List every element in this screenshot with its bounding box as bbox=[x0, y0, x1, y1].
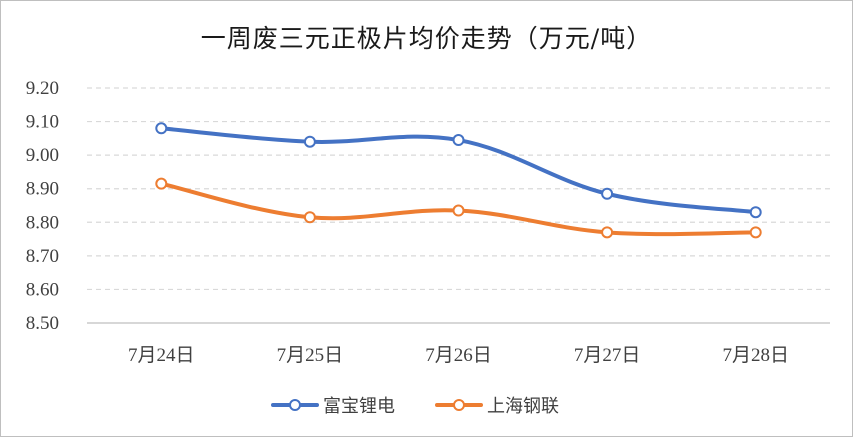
legend-label: 上海钢联 bbox=[487, 396, 559, 417]
data-point bbox=[155, 122, 168, 135]
x-tick-label: 7月25日 bbox=[277, 345, 344, 366]
y-tick-label: 9.00 bbox=[26, 145, 59, 166]
data-point bbox=[155, 177, 168, 190]
legend-marker bbox=[289, 399, 301, 411]
data-point bbox=[452, 134, 465, 147]
x-tick-label: 7月26日 bbox=[425, 345, 492, 366]
data-point bbox=[749, 226, 762, 239]
y-tick-label: 9.20 bbox=[26, 78, 59, 99]
x-tick-label: 7月27日 bbox=[574, 345, 641, 366]
y-tick-label: 8.70 bbox=[26, 246, 59, 267]
y-tick-label: 8.60 bbox=[26, 279, 59, 300]
y-tick-label: 8.90 bbox=[26, 179, 59, 200]
y-tick-label: 8.80 bbox=[26, 212, 59, 233]
x-tick-label: 7月24日 bbox=[128, 345, 195, 366]
y-tick-label: 8.50 bbox=[26, 313, 59, 334]
data-point bbox=[303, 211, 316, 224]
data-point bbox=[749, 206, 762, 219]
legend-marker bbox=[453, 399, 465, 411]
y-tick-label: 9.10 bbox=[26, 112, 59, 133]
data-point bbox=[452, 204, 465, 217]
data-point bbox=[601, 226, 614, 239]
data-point bbox=[303, 135, 316, 148]
x-tick-label: 7月28日 bbox=[722, 345, 789, 366]
legend-label: 富宝锂电 bbox=[323, 396, 395, 417]
chart-title: 一周废三元正极片均价走势（万元/吨） bbox=[200, 24, 653, 53]
data-point bbox=[601, 187, 614, 200]
